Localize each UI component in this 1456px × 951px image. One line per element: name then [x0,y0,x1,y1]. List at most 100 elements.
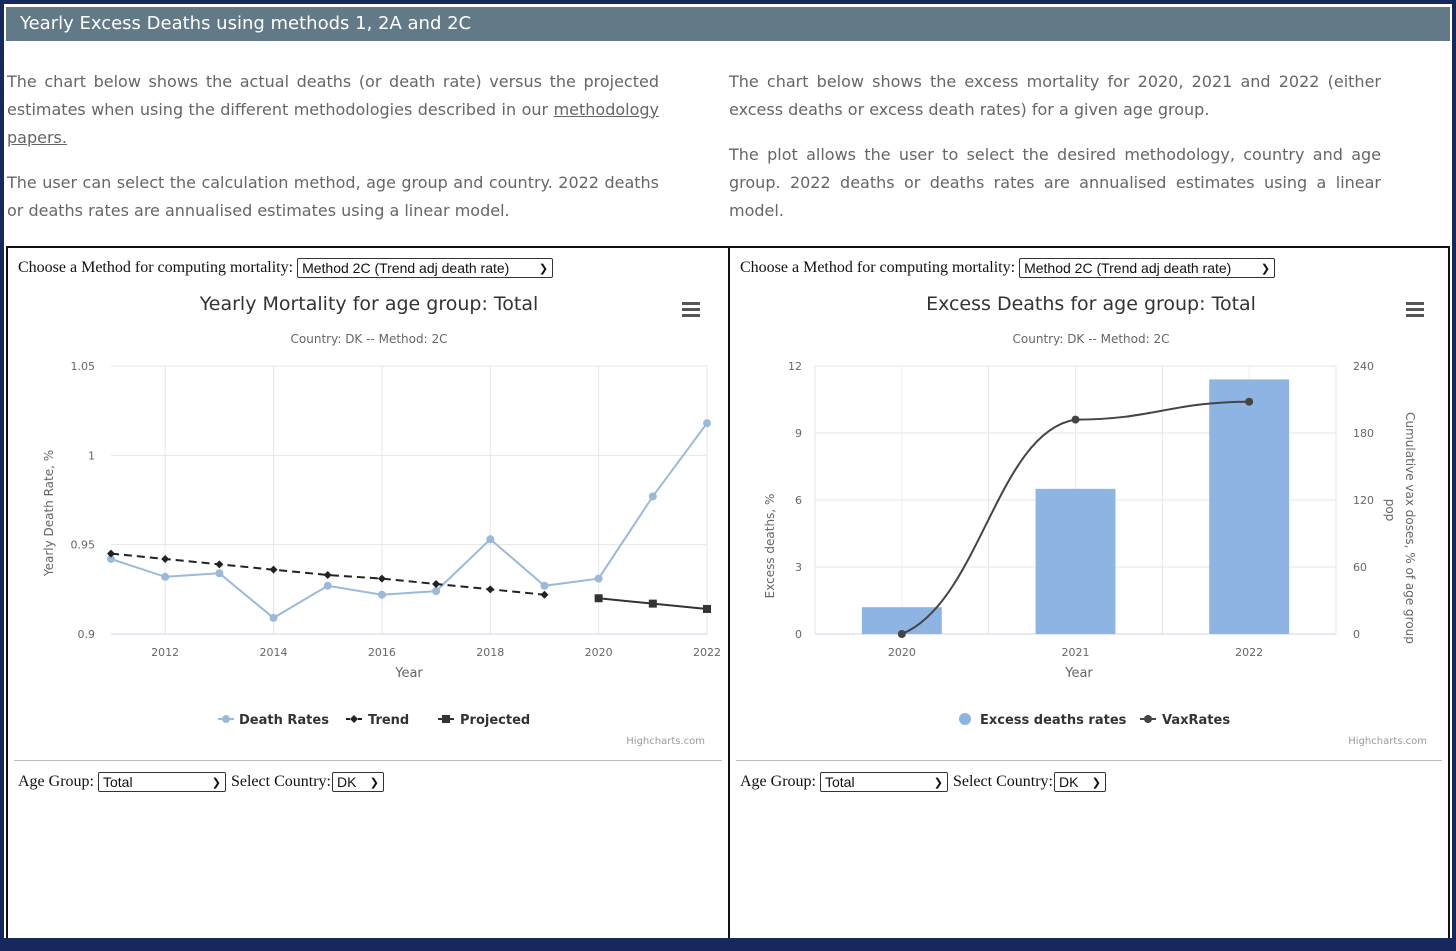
data-point-projected[interactable] [703,604,711,613]
intro-right-paragraph-2: The plot allows the user to select the d… [729,145,1381,220]
x-axis-label: Year [1064,666,1093,681]
y2-tick-label: 60 [1353,561,1367,574]
data-point-death-rate[interactable] [703,419,711,428]
data-point-death-rate[interactable] [540,581,549,590]
data-point-vaxrate[interactable] [1071,415,1080,424]
y2-axis-label-line-2: pop [1383,499,1397,522]
data-point-projected[interactable] [594,594,603,603]
y-tick-label: 1 [88,449,95,462]
y-tick-label: 3 [795,561,802,574]
chart-title: Excess Deaths for age group: Total [926,293,1256,315]
legend-item-vaxrates[interactable]: VaxRates [1140,713,1230,728]
x-tick-label: 2022 [693,646,721,659]
y-axis-label: Yearly Death Rate, % [42,450,56,577]
country-select[interactable]: DK ❯ [1053,772,1106,792]
y2-tick-label: 180 [1353,427,1374,440]
y2-tick-label: 240 [1353,360,1374,373]
legend-item-projected[interactable]: Projected [438,713,530,728]
data-point-trend[interactable] [432,579,441,588]
bar-excess-deaths[interactable] [1209,379,1290,634]
filters-row: Age Group: Total ❯ Select Country: DK ❯ [18,772,384,792]
bar-excess-deaths[interactable] [1035,488,1116,634]
age-group-label: Age Group: [18,773,94,790]
legend-item-excess-deaths-rates[interactable]: Excess deaths rates [959,713,1127,728]
y-tick-label: 0 [795,628,802,641]
age-group-select[interactable]: Total ❯ [97,772,226,792]
data-point-death-rate[interactable] [323,581,332,590]
data-point-death-rate[interactable] [161,572,170,581]
hamburger-menu-icon[interactable] [682,302,700,317]
age-group-label: Age Group: [740,773,816,790]
data-point-projected[interactable] [648,599,657,608]
y-tick-label: 9 [795,427,802,440]
chart-subtitle: Country: DK -- Method: 2C [291,332,448,346]
data-point-death-rate[interactable] [594,574,603,583]
age-group-select[interactable]: Total ❯ [819,772,948,792]
panel-divider [14,760,722,761]
intro-left: The chart below shows the actual deaths … [7,68,659,242]
method-select-value: Method 2C (Trend adj death rate) [302,260,510,276]
hamburger-menu-icon[interactable] [1406,302,1424,317]
data-point-death-rate[interactable] [269,613,278,622]
page: Yearly Excess Deaths using methods 1, 2A… [4,4,1452,938]
x-tick-label: 2016 [368,646,396,659]
data-point-trend[interactable] [377,574,386,583]
chart-legend: Excess deaths rates VaxRates [959,713,1230,728]
data-point-trend[interactable] [215,560,224,569]
data-point-death-rate[interactable] [215,569,224,578]
y-axis-label: Excess deaths, % [763,494,777,599]
excess-deaths-panel: Choose a Method for computing mortality:… [728,246,1450,938]
x-tick-label: 2018 [476,646,504,659]
country-label: Select Country: [952,773,1053,790]
data-point-trend[interactable] [323,571,332,580]
age-group-select-value: Total [102,774,133,790]
chevron-down-icon: ❯ [933,776,943,789]
section-header: Yearly Excess Deaths using methods 1, 2A… [6,7,1450,41]
series-line-trend [110,552,545,596]
data-point-vaxrate[interactable] [897,630,906,638]
excess-deaths-chart: Excess Deaths for age group: Total Count… [763,293,1427,747]
data-point-death-rate[interactable] [432,587,441,596]
country-select-value: DK [336,774,357,790]
country-select-value: DK [1058,774,1079,790]
data-point-trend[interactable] [107,549,115,558]
method-select[interactable]: Method 2C (Trend adj death rate) ❯ [1019,258,1276,278]
chevron-down-icon: ❯ [1260,262,1271,275]
data-point-trend[interactable] [486,585,495,594]
intro-right-paragraph-1: The chart below shows the excess mortali… [729,72,1381,119]
data-point-death-rate[interactable] [107,554,115,563]
mortality-chart: Yearly Mortality for age group: Total Co… [42,293,721,747]
x-tick-label: 2021 [1062,646,1090,659]
country-select[interactable]: DK ❯ [331,772,384,792]
data-point-vaxrate[interactable] [1245,397,1254,406]
bar-excess-deaths[interactable] [861,607,942,634]
legend-item-trend[interactable]: Trend [346,713,409,728]
x-axis-label: Year [394,666,423,681]
data-point-trend[interactable] [161,554,170,563]
method-row: Choose a Method for computing mortality:… [18,258,554,278]
chart-legend: Death Rates Trend Projected [218,713,530,728]
highcharts-credit[interactable]: Highcharts.com [626,736,705,747]
method-row: Choose a Method for computing mortality:… [740,258,1276,278]
data-point-death-rate[interactable] [377,590,386,599]
data-point-death-rate[interactable] [648,492,657,501]
methodology-papers-link[interactable]: methodology papers. [7,100,659,147]
chevron-down-icon: ❯ [211,776,221,789]
highcharts-credit[interactable]: Highcharts.com [1348,736,1427,747]
legend-item-death-rates[interactable]: Death Rates [218,713,329,728]
y2-tick-label: 0 [1353,628,1360,641]
method-select[interactable]: Method 2C (Trend adj death rate) ❯ [297,258,554,278]
panel-divider [736,760,1442,761]
filters-row: Age Group: Total ❯ Select Country: DK ❯ [740,772,1106,792]
data-point-death-rate[interactable] [486,535,495,544]
y-tick-label: 6 [795,494,802,507]
chevron-down-icon: ❯ [1091,776,1101,789]
intro-left-paragraph-2: The user can select the calculation meth… [7,173,659,220]
data-point-trend[interactable] [269,565,278,574]
legend-label: Death Rates [239,713,329,728]
chevron-down-icon: ❯ [538,262,549,275]
data-point-trend[interactable] [540,590,549,599]
legend-label: VaxRates [1162,713,1230,728]
method-label: Choose a Method for computing mortality: [740,259,1016,276]
method-label: Choose a Method for computing mortality: [18,259,294,276]
